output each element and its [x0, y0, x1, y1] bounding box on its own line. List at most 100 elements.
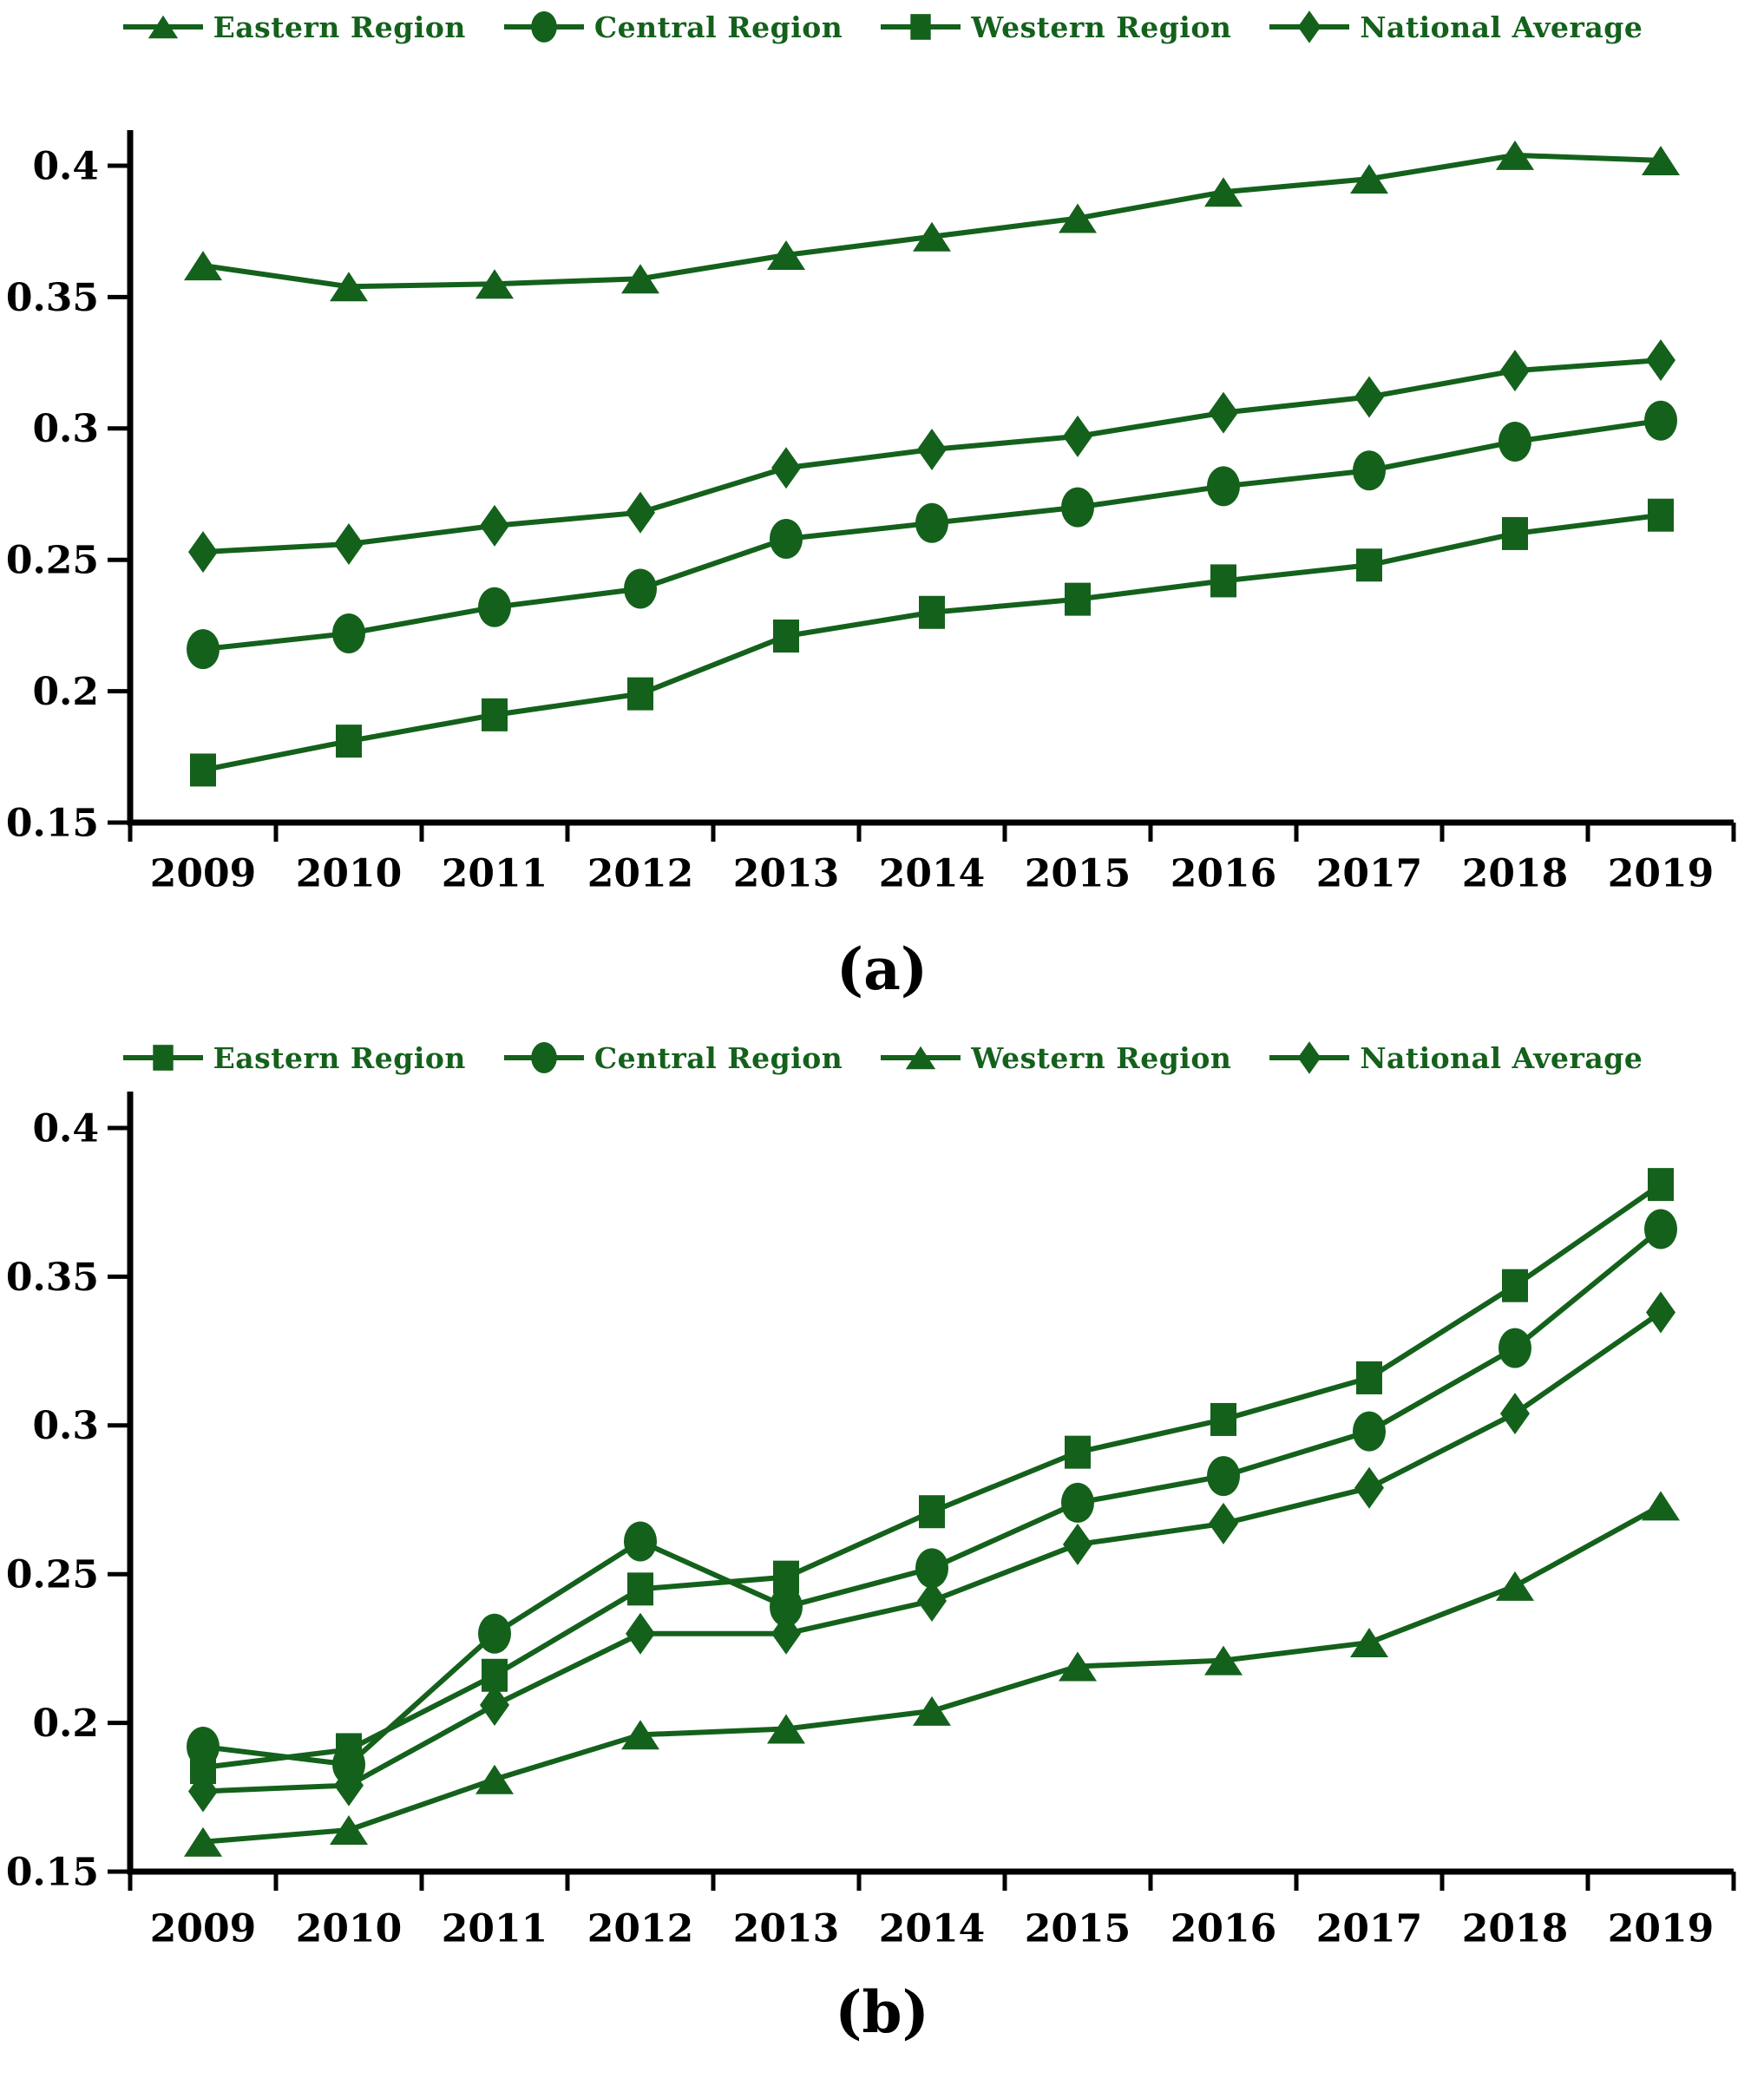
data-point-national-average [917, 429, 947, 471]
data-point-national-average [1500, 350, 1530, 392]
x-axis-tick-label: 2011 [442, 851, 548, 895]
square-marker-icon [910, 14, 931, 40]
y-axis-tick-label: 0.2 [32, 670, 99, 714]
legend-chart-b: Eastern Region Central Region Western Regi… [0, 1038, 1764, 1078]
legend-label: Central Region [593, 1040, 843, 1075]
circle-marker-icon [503, 1042, 584, 1073]
x-axis-tick-label: 2018 [1462, 1906, 1568, 1951]
data-point-national-average [771, 1612, 801, 1655]
data-point-central-region [624, 568, 657, 609]
data-point-western-region [1502, 516, 1528, 550]
triangle-marker-icon [906, 1046, 936, 1070]
data-point-eastern-region [184, 251, 222, 281]
data-point-central-region [1353, 450, 1386, 491]
x-axis-tick-label: 2010 [296, 851, 402, 895]
y-axis-tick-label: 0.35 [6, 1256, 99, 1300]
data-point-eastern-region [1496, 140, 1534, 170]
data-point-national-average [480, 1684, 509, 1727]
x-axis-tick-label: 2012 [587, 1906, 693, 1951]
data-point-western-region [1059, 1651, 1097, 1682]
x-axis-tick-label: 2019 [1608, 851, 1714, 895]
data-point-national-average [334, 523, 364, 566]
legend-label: National Average [1360, 10, 1643, 44]
legend-item-national-average: National Average [1268, 1038, 1643, 1078]
data-point-eastern-region [767, 239, 805, 270]
data-point-eastern-region [1642, 145, 1680, 175]
x-axis-tick-label: 2015 [1025, 851, 1131, 895]
data-point-national-average [188, 531, 218, 574]
legend-item-western-region: Western Region [879, 1038, 1231, 1078]
data-point-central-region [1207, 1456, 1240, 1497]
data-point-western-region [919, 595, 945, 629]
data-point-national-average [1209, 391, 1238, 434]
data-point-eastern-region [1210, 1402, 1236, 1436]
data-point-national-average [1500, 1393, 1530, 1435]
legend-label: National Average [1360, 1040, 1643, 1075]
data-point-western-region [773, 620, 799, 653]
data-point-western-region [1350, 1628, 1388, 1658]
x-axis-tick-label: 2015 [1025, 1906, 1131, 1951]
diamond-marker-icon [1269, 1041, 1350, 1074]
legend-item-national-average: National Average [1268, 7, 1643, 47]
diamond-marker-icon [1269, 10, 1350, 43]
data-point-national-average [1646, 339, 1675, 382]
y-axis-tick-label: 0.15 [6, 801, 99, 845]
data-point-national-average [480, 504, 509, 547]
data-point-central-region [624, 1521, 657, 1562]
data-point-central-region [915, 502, 948, 543]
data-point-central-region [1644, 400, 1677, 441]
data-point-national-average [1354, 1466, 1384, 1509]
data-point-western-region [767, 1714, 805, 1744]
data-point-western-region [475, 1764, 514, 1794]
data-point-central-region [1498, 1328, 1531, 1368]
series-line-eastern-region [202, 152, 1662, 290]
figure-b-caption: (b) [0, 1978, 1764, 2046]
data-point-national-average [1209, 1502, 1238, 1544]
data-point-central-region [1061, 487, 1094, 528]
data-point-national-average [1354, 376, 1384, 418]
y-axis-tick-label: 0.4 [32, 1106, 99, 1151]
data-point-western-region [190, 753, 216, 787]
data-point-western-region [627, 677, 653, 711]
y-axis-tick-label: 0.15 [6, 1850, 99, 1894]
square-marker-icon [881, 14, 961, 40]
figure-b-caption-text: (b) [835, 1978, 929, 2046]
data-point-eastern-region [1356, 1361, 1382, 1394]
x-axis-tick-label: 2017 [1316, 851, 1422, 895]
x-axis-tick-label: 2017 [1316, 1906, 1422, 1951]
data-point-eastern-region [475, 269, 514, 299]
y-axis-tick-label: 0.3 [32, 1404, 99, 1448]
data-point-western-region [330, 1815, 368, 1846]
legend-label: Eastern Region [213, 10, 466, 44]
legend-item-eastern-region: Eastern Region [121, 1038, 466, 1078]
figure-a-caption: (a) [0, 935, 1764, 1003]
data-point-eastern-region [627, 1572, 653, 1606]
x-axis-tick-label: 2009 [150, 1906, 256, 1951]
data-point-central-region [1353, 1411, 1386, 1452]
x-axis-tick-label: 2013 [733, 1906, 839, 1951]
data-point-national-average [917, 1580, 947, 1623]
data-point-central-region [1644, 1209, 1677, 1249]
data-point-western-region [1204, 1645, 1243, 1676]
data-point-central-region [1061, 1482, 1094, 1523]
data-point-central-region [915, 1548, 948, 1589]
x-axis-tick-label: 2014 [879, 851, 985, 895]
data-point-eastern-region [913, 221, 951, 252]
data-point-western-region [1065, 582, 1091, 616]
data-point-central-region [187, 1727, 220, 1767]
circle-marker-icon [531, 1042, 557, 1073]
x-axis-tick-label: 2014 [879, 1906, 985, 1951]
data-point-central-region [770, 518, 803, 559]
legend-label: Western Region [971, 1040, 1232, 1075]
data-point-eastern-region [1502, 1269, 1528, 1302]
data-point-central-region [187, 629, 220, 670]
figure-a-caption-text: (a) [836, 935, 928, 1003]
legend-label: Central Region [593, 10, 843, 44]
data-point-central-region [332, 613, 365, 653]
legend-chart-a: Eastern Region Central Region Western Regi… [0, 7, 1764, 47]
data-point-western-region [1648, 498, 1674, 532]
data-point-eastern-region [1065, 1435, 1091, 1469]
data-point-western-region [1210, 564, 1236, 598]
data-point-western-region [336, 725, 362, 758]
data-point-eastern-region [1204, 177, 1243, 207]
